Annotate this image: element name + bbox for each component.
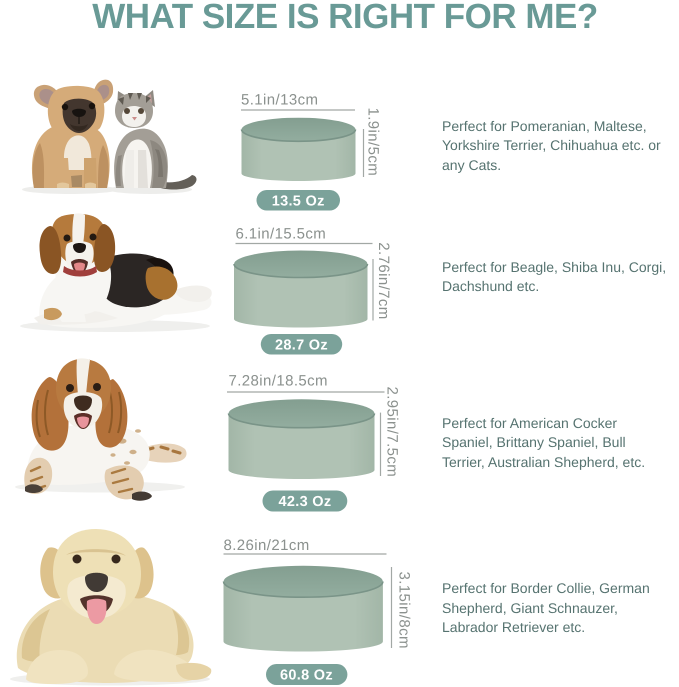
svg-text:2.95in/7.5cm: 2.95in/7.5cm [384,387,401,478]
svg-text:13.5 Oz: 13.5 Oz [272,193,325,209]
svg-text:1.9in/5cm: 1.9in/5cm [365,108,382,177]
svg-text:8.26in/21cm: 8.26in/21cm [224,537,310,554]
svg-text:2.76in/7cm: 2.76in/7cm [375,242,392,319]
svg-text:6.1in/15.5cm: 6.1in/15.5cm [236,226,327,243]
svg-text:5.1in/13cm: 5.1in/13cm [241,92,318,109]
svg-text:3.15in/8cm: 3.15in/8cm [396,572,413,649]
svg-text:42.3 Oz: 42.3 Oz [279,494,332,510]
svg-text:60.8 Oz: 60.8 Oz [280,668,333,684]
svg-text:7.28in/18.5cm: 7.28in/18.5cm [229,373,328,390]
svg-text:28.7 Oz: 28.7 Oz [275,337,328,353]
